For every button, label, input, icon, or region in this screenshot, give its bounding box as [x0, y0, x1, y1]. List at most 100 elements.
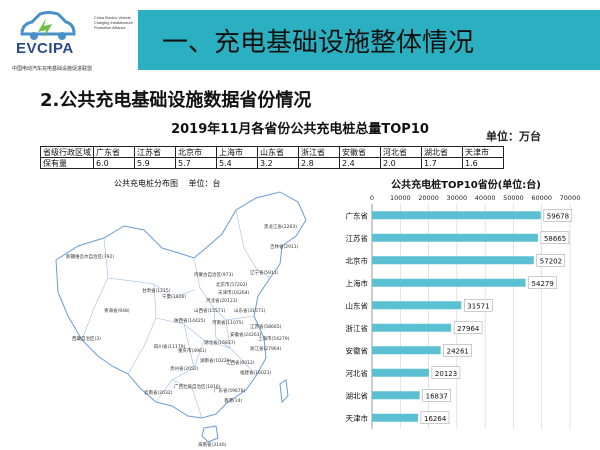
bar-chart-title: 公共充电桩TOP10省份(单位:台) — [391, 178, 541, 191]
x-tick-label: 50000 — [503, 194, 524, 202]
bar — [372, 233, 538, 242]
category-label: 山东省 — [346, 300, 369, 310]
province-borders — [81, 209, 271, 419]
map-label-shanghai: 上海市(54279) — [258, 335, 290, 342]
map-label-shandong: 山东省(31571) — [234, 307, 266, 314]
chart-title: 2019年11月各省份公共充电桩总量TOP10 — [171, 122, 429, 137]
category-label: 天津市 — [346, 413, 369, 423]
map-label-xinjiang: 新疆维吾尔自治区(792) — [66, 253, 114, 260]
province-cell: 河北省 — [380, 146, 422, 158]
table-header-row: 省级行政区域 广东省 江苏省 北京市 上海市 山东省 浙江省 安徽省 河北省 湖… — [40, 146, 504, 158]
logo-name: EVCIPA — [16, 40, 74, 57]
value-cell: 1.7 — [421, 157, 463, 169]
bar — [372, 346, 441, 355]
value-cell: 5.7 — [175, 157, 217, 169]
bar — [372, 256, 534, 265]
map-label-tianjin: 天津市(16264) — [218, 289, 250, 296]
china-charging-map: 黑龙江省(2263) 吉林省(2911) 内蒙古自治区(973) 辽宁省(591… — [55, 191, 307, 448]
province-cell: 湖北省 — [421, 146, 463, 158]
map-label-jiangxi: 江西省(6012) — [226, 359, 255, 366]
province-cell: 广东省 — [93, 146, 135, 158]
map-label-fujian: 福建省(16021) — [240, 369, 272, 376]
value-cell: 1.6 — [462, 157, 504, 169]
row-label-amount: 保有量 — [40, 157, 94, 169]
category-label: 河北省 — [346, 368, 369, 378]
data-label-box — [431, 366, 461, 379]
map-label-guangxi: 广西壮族自治区(1816) — [174, 383, 221, 390]
value-cell: 3.2 — [257, 157, 299, 169]
bar — [372, 368, 429, 377]
evcipa-logo: EVCIPA China Electric Vehicle Charging I… — [8, 6, 136, 74]
province-cell: 江苏省 — [134, 146, 176, 158]
top10-table: 省级行政区域 广东省 江苏省 北京市 上海市 山东省 浙江省 安徽省 河北省 湖… — [40, 146, 504, 169]
map-label-tibet: 西藏自治区(3) — [72, 335, 101, 342]
province-cell: 安徽省 — [339, 146, 381, 158]
map-caption: 公共充电桩分布图 单位：台 — [114, 178, 229, 189]
data-label: 20123 — [435, 370, 457, 378]
map-label-inner-mongolia: 内蒙古自治区(973) — [194, 271, 233, 278]
value-cell: 5.4 — [216, 157, 258, 169]
bar — [372, 391, 420, 400]
slide-title: 一、充电基础设施整体情况 — [162, 28, 475, 58]
category-label: 湖北省 — [346, 390, 369, 400]
map-label-zhejiang: 浙江省(27964) — [250, 345, 282, 352]
province-cell: 北京市 — [175, 146, 217, 158]
data-label: 31571 — [467, 302, 489, 310]
data-label-box — [543, 209, 573, 222]
map-label-hainan: 海南省(3146) — [198, 441, 227, 448]
map-label-shaanxi: 陕西省(14425) — [174, 317, 206, 324]
value-cell: 2.0 — [380, 157, 422, 169]
map-caption-title: 公共充电桩分布图 — [114, 179, 178, 188]
logo-subtitle-cn: 中国电动汽车充电基础设施促进联盟 — [12, 66, 93, 72]
map-label-hubei: 湖北省(16837) — [204, 339, 236, 346]
category-label: 江苏省 — [346, 233, 369, 243]
map-label-hunan: 湖南省(10229) — [200, 357, 232, 364]
value-cell: 5.9 — [134, 157, 176, 169]
section-title: 2.公共充电基础设施数据省份情况 — [40, 90, 312, 111]
row-label-region: 省级行政区域 — [40, 146, 94, 158]
bar — [372, 323, 452, 332]
map-label-shanxi: 山西省(15571) — [194, 307, 226, 314]
hainan-island — [201, 425, 219, 443]
category-label: 上海市 — [346, 278, 369, 288]
x-tick-label: 70000 — [560, 194, 581, 202]
map-label-sichuan: 四川省(11179) — [154, 343, 186, 350]
province-cell: 浙江省 — [298, 146, 340, 158]
x-tick-label: 30000 — [447, 194, 468, 202]
data-label-box — [422, 389, 451, 402]
map-label-guangdong: 广东省(59678) — [214, 387, 246, 394]
x-tick-label: 40000 — [475, 194, 496, 202]
data-label-box — [540, 231, 570, 244]
value-cell: 2.8 — [298, 157, 340, 169]
map-label-henan: 河南省(11075) — [212, 319, 244, 326]
value-cell: 6.0 — [93, 157, 135, 169]
province-cell: 天津市 — [462, 146, 504, 158]
map-label-ningxia: 宁夏(1016) — [162, 293, 186, 300]
table-value-row: 保有量 6.0 5.9 5.7 5.4 3.2 2.8 2.4 2.0 1.7 … — [40, 157, 504, 169]
top10-bar-chart: 公共充电桩TOP10省份(单位:台) 0 10000 20000 30000 40000… — [346, 178, 581, 429]
province-cell: 上海市 — [216, 146, 258, 158]
x-tick-label: 0 — [370, 194, 374, 202]
data-label-box — [464, 299, 493, 312]
map-label-jilin: 吉林省(2911) — [270, 243, 299, 250]
slide-title-bar: 一、充电基础设施整体情况 — [138, 10, 600, 70]
map-label-hongkong: 香港(14) — [224, 397, 242, 404]
x-tick-label: 20000 — [418, 194, 439, 202]
category-label: 北京市 — [346, 255, 369, 265]
category-label: 广东省 — [346, 210, 369, 220]
category-label: 安徽省 — [346, 345, 369, 355]
map-label-gansu: 甘肃省(1215) — [142, 287, 171, 294]
map-label-yunnan: 云南省(2032) — [144, 389, 173, 396]
logo-subtitle-en: China Electric Vehicle Charging Infrastr… — [94, 16, 133, 30]
car-plug-logo-icon — [20, 11, 76, 40]
map-label-anhui: 安徽省(24261) — [230, 331, 262, 338]
map-label-jiangsu: 江苏省(58665) — [250, 323, 282, 330]
value-cell: 2.4 — [339, 157, 381, 169]
province-cell: 山东省 — [257, 146, 299, 158]
map-label-chongqing: 重庆市(4961) — [178, 347, 207, 354]
taiwan-island — [279, 379, 289, 404]
x-tick-label: 60000 — [531, 194, 552, 202]
data-label: 24261 — [447, 347, 469, 355]
unit-label: 单位：万台 — [486, 130, 541, 143]
data-label-box — [528, 276, 557, 289]
